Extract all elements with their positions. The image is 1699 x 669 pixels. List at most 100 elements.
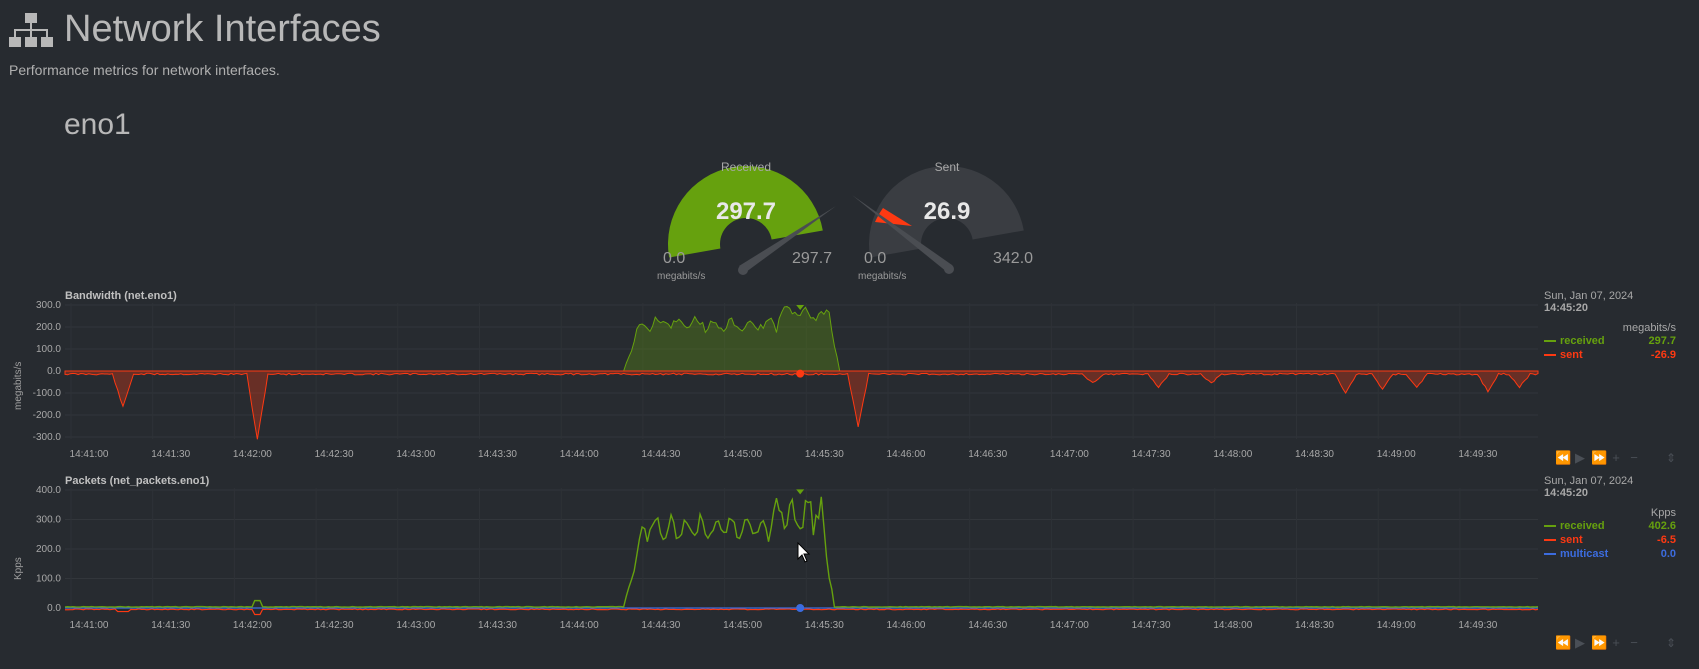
y-tick-label: 0.0 bbox=[47, 603, 61, 614]
x-tick-label: 14:42:00 bbox=[233, 449, 272, 460]
network-icon bbox=[9, 12, 53, 47]
x-tick-label: 14:42:30 bbox=[315, 620, 354, 631]
x-tick-label: 14:49:00 bbox=[1377, 449, 1416, 460]
rewind-icon[interactable]: ⏪ bbox=[1555, 450, 1572, 465]
legend-item-sent[interactable]: sent -26.9 bbox=[1544, 348, 1676, 362]
sent-gauge-dial bbox=[852, 166, 1024, 274]
y-tick-label: 100.0 bbox=[36, 344, 61, 355]
legend-item-value: 297.7 bbox=[1648, 335, 1676, 347]
legend-item-received[interactable]: received 297.7 bbox=[1544, 334, 1676, 348]
y-tick-label: -200.0 bbox=[33, 410, 62, 421]
bandwidth-chart-toolbar: ⏪ ▶ ⏩ + − bbox=[1555, 450, 1641, 466]
legend-item-multicast[interactable]: multicast 0.0 bbox=[1544, 547, 1676, 561]
page-header: Network Interfaces bbox=[8, 8, 381, 51]
x-tick-label: 14:47:00 bbox=[1050, 449, 1089, 460]
fast-forward-icon[interactable]: ⏩ bbox=[1591, 450, 1608, 465]
resize-handle-icon[interactable]: ⇕ bbox=[1666, 451, 1677, 465]
x-tick-label: 14:47:30 bbox=[1132, 449, 1171, 460]
x-tick-label: 14:46:00 bbox=[887, 449, 926, 460]
play-icon[interactable]: ▶ bbox=[1575, 450, 1585, 465]
zoom-out-icon[interactable]: − bbox=[1630, 635, 1638, 650]
x-tick-label: 14:48:00 bbox=[1213, 620, 1252, 631]
resize-handle-icon[interactable]: ⇕ bbox=[1666, 636, 1677, 650]
received-gauge[interactable]: Received 297.7 0.0 297.7 megabits/s bbox=[651, 160, 841, 290]
legend-time: 14:45:20 bbox=[1544, 302, 1589, 314]
fast-forward-icon[interactable]: ⏩ bbox=[1591, 635, 1608, 650]
x-tick-label: 14:48:30 bbox=[1295, 449, 1334, 460]
gauge-max: 342.0 bbox=[993, 250, 1034, 267]
received-series bbox=[65, 306, 1538, 372]
legend-item-value: -26.9 bbox=[1650, 349, 1676, 361]
hover-point bbox=[796, 369, 805, 378]
x-tick-label: 14:43:30 bbox=[478, 449, 517, 460]
x-tick-label: 14:45:30 bbox=[805, 449, 844, 460]
rewind-icon[interactable]: ⏪ bbox=[1555, 635, 1572, 650]
x-tick-label: 14:42:30 bbox=[315, 449, 354, 460]
packets-chart-title: Packets (net_packets.eno1) bbox=[65, 475, 210, 487]
gauge-units: megabits/s bbox=[858, 271, 907, 282]
received-series bbox=[64, 496, 1539, 608]
legend-time: 14:45:20 bbox=[1544, 487, 1589, 499]
received-gauge-arc bbox=[668, 166, 823, 258]
gauge-label: Sent bbox=[934, 160, 960, 174]
y-tick-label: -100.0 bbox=[33, 388, 62, 399]
x-tick-label: 14:48:30 bbox=[1295, 620, 1334, 631]
y-tick-label: 300.0 bbox=[36, 515, 61, 526]
legend-item-value: -6.5 bbox=[1657, 534, 1676, 546]
x-tick-label: 14:43:00 bbox=[396, 620, 435, 631]
y-tick-label: 0.0 bbox=[47, 366, 61, 377]
x-tick-label: 14:49:30 bbox=[1458, 449, 1497, 460]
legend-date: Sun, Jan 07, 2024 bbox=[1544, 290, 1634, 302]
x-tick-label: 14:41:30 bbox=[151, 449, 190, 460]
zoom-in-icon[interactable]: + bbox=[1612, 450, 1620, 465]
legend-item-received[interactable]: received 402.6 bbox=[1544, 519, 1676, 533]
gauge-min: 0.0 bbox=[663, 250, 686, 267]
sent-series bbox=[64, 370, 1539, 440]
x-tick-label: 14:48:00 bbox=[1213, 449, 1252, 460]
received-gauge-dial bbox=[668, 166, 836, 275]
x-tick-label: 14:44:00 bbox=[560, 620, 599, 631]
sent-gauge-needle bbox=[852, 195, 952, 272]
packets-chart[interactable]: 400.0 300.0 200.0 100.0 0.0 14:41:00 14:41:30 1… bbox=[0, 485, 1550, 655]
y-tick-label: 400.0 bbox=[36, 485, 61, 496]
gauge-value: 297.7 bbox=[715, 198, 777, 225]
x-tick-label: 14:45:00 bbox=[723, 620, 762, 631]
sent-gauge[interactable]: Sent 26.9 0.0 342.0 megabits/s bbox=[852, 160, 1042, 290]
x-tick-label: 14:42:00 bbox=[233, 620, 272, 631]
bandwidth-chart[interactable]: 300.0 200.0 100.0 0.0 -100.0 -200.0 -300.0 14:4… bbox=[0, 300, 1550, 470]
page-subtitle: Performance metrics for network interfac… bbox=[9, 62, 280, 78]
legend-item-sent[interactable]: sent -6.5 bbox=[1544, 533, 1676, 547]
hover-point bbox=[796, 604, 805, 612]
x-tick-label: 14:44:30 bbox=[641, 620, 680, 631]
legend-item-value: 0.0 bbox=[1660, 548, 1676, 560]
legend-item-name: sent bbox=[1560, 349, 1583, 361]
x-tick-label: 14:41:00 bbox=[70, 449, 109, 460]
x-tick-label: 14:41:00 bbox=[70, 620, 109, 631]
x-tick-label: 14:45:00 bbox=[723, 449, 762, 460]
legend-item-name: received bbox=[1560, 520, 1605, 532]
legend-date: Sun, Jan 07, 2024 bbox=[1544, 475, 1634, 487]
x-tick-label: 14:49:30 bbox=[1458, 620, 1497, 631]
gauge-label: Received bbox=[720, 160, 772, 174]
zoom-out-icon[interactable]: − bbox=[1630, 450, 1638, 465]
zoom-in-icon[interactable]: + bbox=[1612, 635, 1620, 650]
gauge-units: megabits/s bbox=[657, 271, 706, 282]
sent-gauge-fill bbox=[875, 208, 912, 226]
x-tick-label: 14:49:00 bbox=[1377, 620, 1416, 631]
hover-marker bbox=[796, 305, 805, 310]
y-tick-label: 200.0 bbox=[36, 322, 61, 333]
play-icon[interactable]: ▶ bbox=[1575, 635, 1585, 650]
legend-item-value: 402.6 bbox=[1648, 520, 1676, 532]
mouse-cursor-icon bbox=[797, 542, 811, 563]
x-tick-label: 14:46:30 bbox=[968, 449, 1007, 460]
bandwidth-legend: Sun, Jan 07, 2024 14:45:20 megabits/s re… bbox=[1544, 290, 1676, 362]
x-tick-label: 14:44:30 bbox=[641, 449, 680, 460]
x-tick-label: 14:46:30 bbox=[968, 620, 1007, 631]
y-tick-label: 100.0 bbox=[36, 574, 61, 585]
gauge-value: 26.9 bbox=[923, 198, 971, 225]
interface-heading: eno1 bbox=[64, 108, 131, 141]
received-gauge-needle bbox=[739, 206, 836, 272]
legend-item-name: received bbox=[1560, 335, 1605, 347]
x-tick-label: 14:43:30 bbox=[478, 620, 517, 631]
gauge-min: 0.0 bbox=[864, 250, 887, 267]
